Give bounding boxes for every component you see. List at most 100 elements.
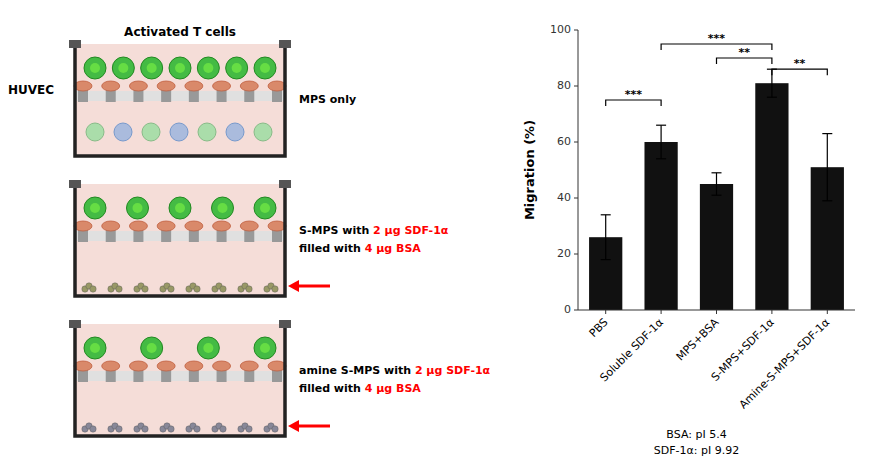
wall-cap xyxy=(69,40,81,48)
t-cell xyxy=(254,337,276,359)
chamber-fill xyxy=(75,184,285,296)
particle xyxy=(246,426,252,432)
cell-label: Activated T cells xyxy=(124,25,236,39)
y-tick xyxy=(574,86,578,87)
membrane-pillar xyxy=(161,370,171,382)
panel-label: S-MPS with 2 μg SDF-1α xyxy=(299,224,449,237)
particle xyxy=(90,286,96,292)
error-line xyxy=(827,134,828,201)
t-cell xyxy=(84,337,106,359)
bar xyxy=(644,142,677,310)
membrane-pillar xyxy=(78,90,88,102)
particle xyxy=(142,286,148,292)
membrane-pillar xyxy=(106,230,116,242)
wall-cap xyxy=(69,320,81,328)
error-line xyxy=(605,215,606,260)
error-bar xyxy=(822,134,832,201)
particle xyxy=(168,426,174,432)
note: BSA: pI 5.4 xyxy=(666,428,726,441)
panel-label-part: S-MPS with xyxy=(299,224,373,237)
membrane-pillar xyxy=(106,370,116,382)
membrane xyxy=(75,91,285,101)
migrated-cell xyxy=(114,123,132,141)
particle xyxy=(194,426,200,432)
significance-label: ** xyxy=(794,57,806,70)
particle xyxy=(220,286,226,292)
error-line xyxy=(660,125,661,159)
huvec-cell xyxy=(213,361,231,371)
membrane-pillar xyxy=(106,90,116,102)
chamber xyxy=(69,40,291,156)
huvec-cell xyxy=(157,361,175,371)
t-cell-core xyxy=(203,343,213,353)
particle xyxy=(116,426,122,432)
huvec-cell xyxy=(240,221,258,231)
chamber-wall xyxy=(75,184,285,296)
huvec-cell xyxy=(185,361,203,371)
migrated-cell xyxy=(142,123,160,141)
significance-label: *** xyxy=(708,32,726,45)
wall-cap xyxy=(69,180,81,188)
diagram: Activated T cellsHUVECMPS onlyS-MPS with… xyxy=(8,25,491,436)
error-bar xyxy=(656,125,666,159)
membrane xyxy=(75,231,285,241)
panel-label-part: filled with xyxy=(299,242,365,255)
t-cell xyxy=(212,197,234,219)
particle xyxy=(272,426,278,432)
panel-label-part: filled with xyxy=(299,382,365,395)
wall-cap xyxy=(279,320,291,328)
error-cap xyxy=(601,259,611,260)
y-tick-label: 0 xyxy=(564,303,571,316)
x-tick-label: Soluble SDF-1α xyxy=(597,316,666,385)
huvec-cell xyxy=(129,221,147,231)
y-tick-label: 40 xyxy=(557,191,571,204)
huvec-cell xyxy=(240,361,258,371)
wall-cap xyxy=(279,180,291,188)
huvec-cell xyxy=(102,81,120,91)
particle xyxy=(220,426,226,432)
huvec-cell xyxy=(102,361,120,371)
t-cell xyxy=(141,57,163,79)
chamber xyxy=(69,320,330,436)
panel-label-part: 2 μg SDF-1α xyxy=(415,364,491,377)
particle xyxy=(194,286,200,292)
y-axis-label: Migration (%) xyxy=(522,120,537,220)
panel-label-part: 2 μg SDF-1α xyxy=(373,224,449,237)
error-bar xyxy=(712,173,722,195)
migrated-cell xyxy=(86,123,104,141)
t-cell-core xyxy=(133,203,143,213)
wall-cap xyxy=(279,40,291,48)
t-cell xyxy=(84,197,106,219)
error-cap xyxy=(712,195,722,196)
particle xyxy=(246,286,252,292)
y-tick-label: 60 xyxy=(557,135,571,148)
panel-label: filled with 4 μg BSA xyxy=(299,242,421,255)
t-cell xyxy=(197,337,219,359)
migrated-cell xyxy=(170,123,188,141)
t-cell xyxy=(197,57,219,79)
y-tick-label: 20 xyxy=(557,247,571,260)
t-cell-core xyxy=(147,343,157,353)
t-cell-core xyxy=(232,63,242,73)
particle xyxy=(116,286,122,292)
y-tick xyxy=(574,142,578,143)
membrane-pillar xyxy=(161,230,171,242)
huvec-cell xyxy=(213,221,231,231)
particle xyxy=(142,426,148,432)
x-tick xyxy=(661,310,662,314)
x-tick-label: Amine-S-MPS+SDF-1α xyxy=(737,316,833,412)
particle xyxy=(168,286,174,292)
t-cell xyxy=(169,57,191,79)
huvec-cell xyxy=(157,81,175,91)
membrane-pillar xyxy=(189,230,199,242)
y-tick xyxy=(574,310,578,311)
error-cap xyxy=(822,133,832,134)
huvec-cell xyxy=(240,81,258,91)
huvec-cell xyxy=(102,221,120,231)
error-cap xyxy=(601,214,611,215)
x-tick-label: PBS xyxy=(587,316,611,340)
note: SDF-1α: pI 9.92 xyxy=(654,444,739,457)
x-tick xyxy=(716,310,717,314)
membrane-pillar xyxy=(133,230,143,242)
membrane-pillar xyxy=(133,90,143,102)
